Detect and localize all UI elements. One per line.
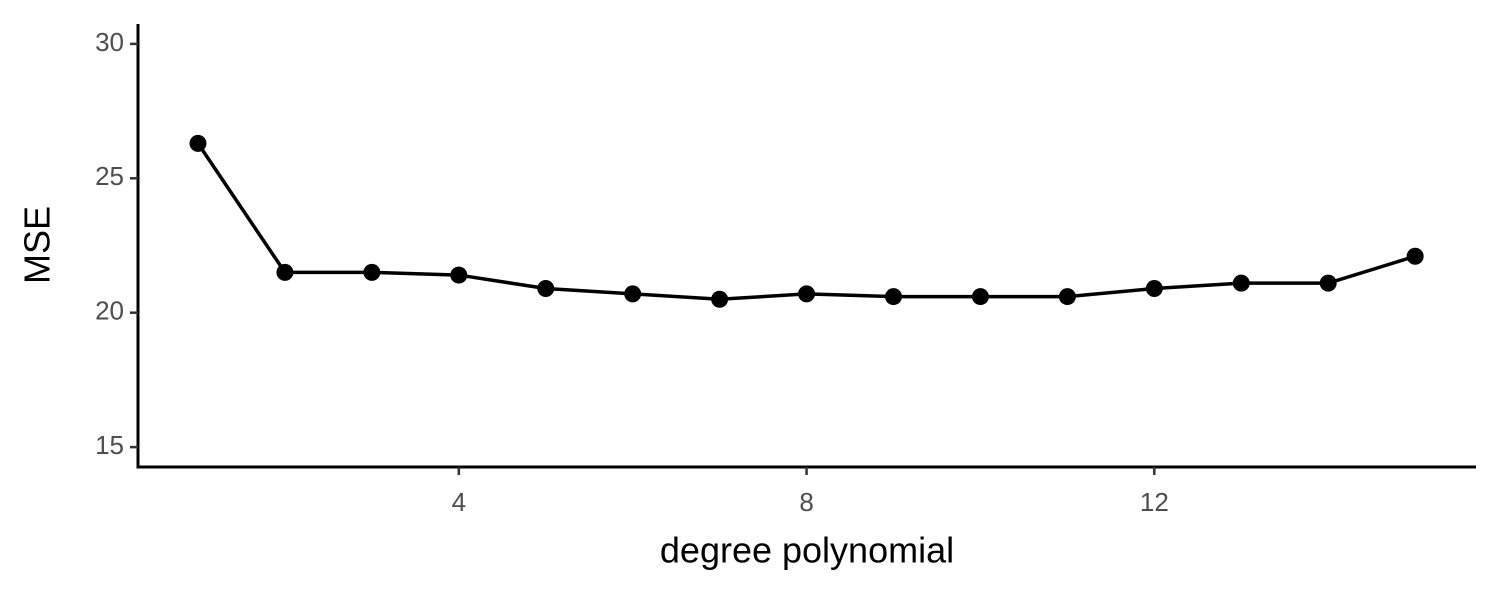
point [624, 285, 642, 303]
y-tick-label: 20 [95, 296, 124, 326]
point [711, 290, 729, 308]
x-tick-label: 8 [799, 487, 813, 517]
line [196, 142, 1416, 302]
x-axis-title: degree polynomial [660, 530, 954, 571]
point [798, 285, 816, 303]
point [363, 263, 381, 281]
point [971, 288, 989, 306]
point [885, 288, 903, 306]
y-tick-label: 25 [95, 161, 124, 191]
point [1406, 247, 1424, 265]
point [450, 266, 468, 284]
point [189, 134, 207, 152]
y-tick-label: 30 [95, 27, 124, 57]
point [1058, 288, 1076, 306]
y-tick-label: 15 [95, 430, 124, 460]
point [537, 280, 555, 298]
x-tick-label: 4 [452, 487, 466, 517]
point [1232, 274, 1250, 292]
point [1319, 274, 1337, 292]
x-tick-label: 12 [1140, 487, 1169, 517]
point [1145, 280, 1163, 298]
y-axis-title: MSE [17, 206, 58, 284]
point [276, 263, 294, 281]
